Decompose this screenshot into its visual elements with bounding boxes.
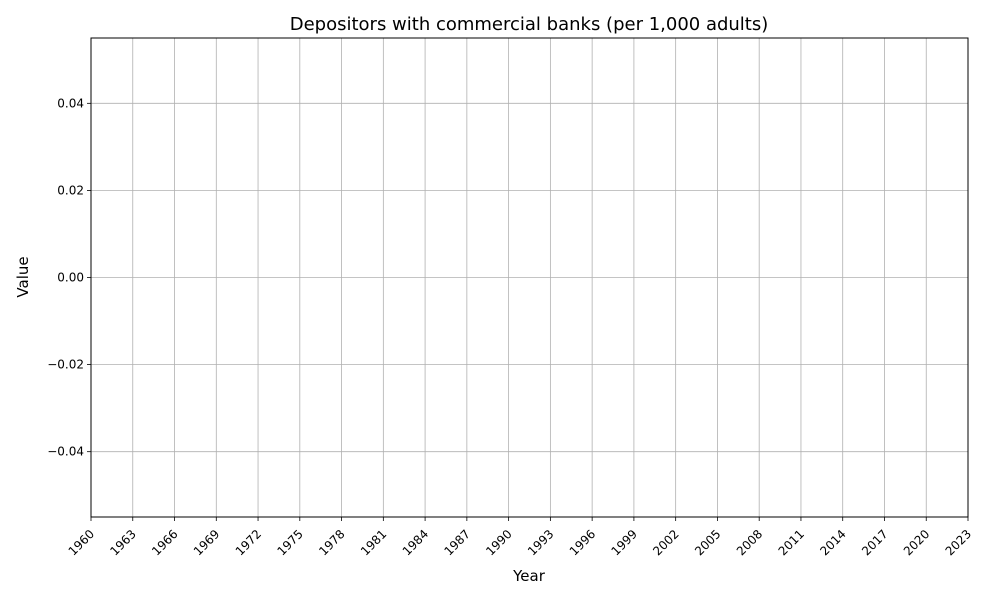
x-axis-ticks: 1960 1963 1966 1969 1972 1975 1978 1981 1984 1987… xyxy=(66,517,974,558)
x-axis-label: Year xyxy=(512,567,546,585)
x-tick-label: 2011 xyxy=(776,527,807,558)
x-tick-label: 1981 xyxy=(358,527,389,558)
x-tick-label: 1990 xyxy=(483,527,514,558)
x-tick-label: 1993 xyxy=(525,527,556,558)
x-tick-label: 1987 xyxy=(441,527,472,558)
x-tick-label: 1975 xyxy=(274,527,305,558)
y-tick-label: 0.00 xyxy=(57,271,84,285)
x-tick-label: 2023 xyxy=(943,527,974,558)
y-tick-label: −0.02 xyxy=(47,358,84,372)
y-axis-ticks: 0.04 0.02 0.00 −0.02 −0.04 xyxy=(47,96,91,459)
x-tick-label: 2005 xyxy=(692,527,723,558)
x-tick-label: 1963 xyxy=(107,527,138,558)
y-axis-label: Value xyxy=(14,256,32,297)
x-tick-label: 1999 xyxy=(609,527,640,558)
y-tick-label: 0.02 xyxy=(57,183,84,197)
x-tick-label: 1960 xyxy=(66,527,97,558)
grid xyxy=(90,38,969,517)
y-tick-label: −0.04 xyxy=(47,445,84,459)
x-tick-label: 1969 xyxy=(191,527,222,558)
x-tick-label: 2020 xyxy=(901,527,932,558)
x-tick-label: 1966 xyxy=(149,527,180,558)
x-tick-label: 1996 xyxy=(567,527,598,558)
chart-title: Depositors with commercial banks (per 1,… xyxy=(290,14,769,35)
x-tick-label: 2008 xyxy=(734,527,765,558)
x-tick-label: 2017 xyxy=(859,527,890,558)
x-tick-label: 2014 xyxy=(817,527,848,558)
x-tick-label: 2002 xyxy=(650,527,681,558)
x-tick-label: 1972 xyxy=(233,527,264,558)
x-tick-label: 1978 xyxy=(316,527,347,558)
y-tick-label: 0.04 xyxy=(57,96,84,110)
x-tick-label: 1984 xyxy=(400,527,431,558)
